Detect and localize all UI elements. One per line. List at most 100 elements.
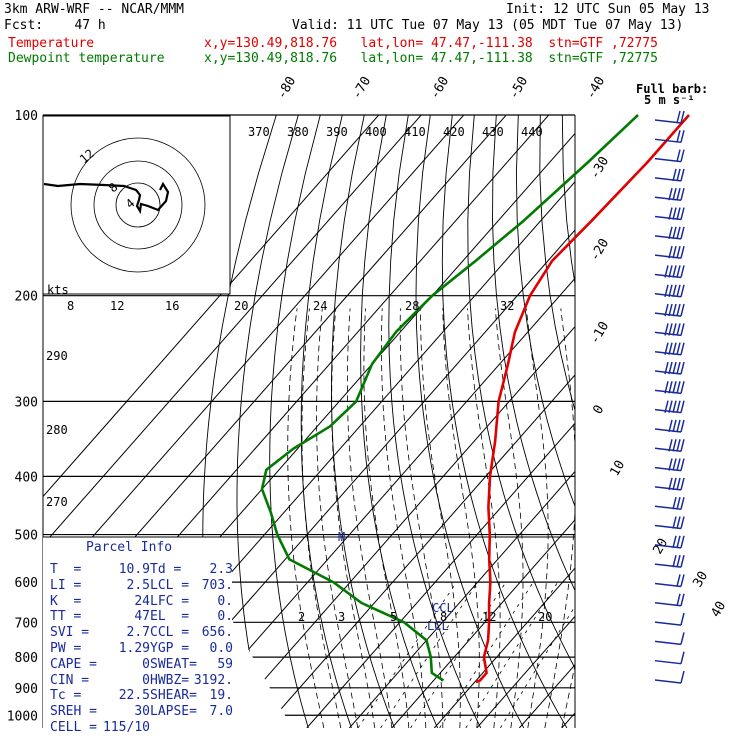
- theta-label: 370: [248, 125, 270, 139]
- wind-barb-flag: [680, 574, 685, 587]
- wind-barb-flag: [672, 207, 677, 220]
- parcel-info-cell: EL =: [150, 609, 190, 625]
- wind-barb-flag: [676, 381, 681, 394]
- wind-barb-flag: [676, 226, 681, 240]
- wind-barb-flag: [672, 477, 677, 491]
- isotherm-label: 40: [708, 599, 729, 620]
- dry-adiabat: [441, 115, 568, 728]
- wind-barb: [654, 574, 685, 588]
- wind-barb: [654, 497, 685, 510]
- wind-barb: [654, 303, 685, 317]
- parcel-info-cell: CCL =: [150, 625, 190, 641]
- parcel-info-cell: K =: [50, 593, 82, 609]
- dry-adiabat: [360, 115, 439, 728]
- isotherm-label: 0: [590, 403, 607, 417]
- wind-barb: [654, 477, 685, 491]
- wind-barb-flag: [676, 400, 681, 413]
- wind-barb-flag: [672, 381, 677, 394]
- wind-barb-flag: [668, 265, 673, 278]
- wind-barb-flag: [672, 400, 677, 413]
- parcel-info-cell: 47: [134, 609, 150, 625]
- wind-barb: [654, 226, 685, 240]
- wind-barb-flag: [676, 168, 681, 182]
- isotherm-line: [43, 115, 422, 546]
- wind-barb-staff: [654, 621, 682, 626]
- ccl-marker: CCL: [432, 601, 454, 615]
- moist-adiabat: [420, 308, 461, 728]
- isotherm-label: -80: [274, 74, 299, 102]
- valid-time: Valid: 11 UTC Tue 07 May 13 (05 MDT Tue …: [292, 18, 684, 33]
- isotherm-label: 10: [607, 458, 628, 479]
- parcel-info-cell: CIN =: [50, 672, 90, 688]
- isotherm-line: [433, 567, 575, 728]
- wind-barb-flag: [680, 303, 685, 317]
- parcel-info-cell: 703.: [201, 577, 233, 593]
- wind-barb-flag: [680, 323, 685, 336]
- parcel-info-cell: 656.: [201, 625, 233, 641]
- mixing-ratio-label: 2: [298, 610, 305, 624]
- wind-barb: [654, 400, 685, 414]
- forecast-hour: Fcst: 47 h: [4, 18, 106, 33]
- wind-barb-flag: [672, 188, 677, 201]
- wind-barb-flag: [672, 342, 677, 355]
- wind-barb-flag: [680, 188, 685, 201]
- wind-barb-flag: [680, 361, 685, 375]
- wind-barb-flag: [672, 554, 677, 568]
- parcel-info-cell: CAPE =: [50, 656, 97, 672]
- theta-label: 380: [287, 125, 309, 139]
- dry-adiabat: [716, 115, 740, 728]
- init-time: Init: 12 UTC Sun 05 May 13: [506, 2, 710, 17]
- wind-barb-flag: [680, 535, 685, 549]
- wind-barb-flag: [664, 400, 669, 413]
- mixing-scale-label: 20: [234, 299, 248, 313]
- wind-barb-flag: [680, 419, 685, 433]
- wind-barb-flag: [672, 226, 677, 240]
- wind-barb: [654, 593, 685, 607]
- parcel-info-cell: 1.29: [118, 641, 150, 656]
- moist-adiabat: [561, 662, 575, 728]
- wind-barb: [654, 516, 685, 530]
- mixing-ratio-line: [500, 605, 575, 728]
- parcel-info-cell: Tc =: [50, 688, 82, 704]
- isotherm-line: [221, 325, 575, 728]
- wind-barb: [654, 419, 685, 433]
- wind-barb: [654, 149, 685, 163]
- isotherm-label: -70: [349, 74, 374, 102]
- wind-barb-flag: [668, 342, 673, 355]
- isotherm-line: [561, 712, 575, 728]
- parcel-info-cell: 24: [134, 593, 150, 609]
- mixing-scale-label: 32: [500, 299, 514, 313]
- wind-barb-flag: [676, 284, 681, 297]
- isotherm-label: -60: [427, 74, 452, 102]
- wind-barb-flag: [676, 497, 681, 510]
- theta-left-label: 270: [46, 495, 68, 509]
- isotherm-line: [263, 374, 575, 728]
- hodograph-ring-middle: [93, 160, 183, 250]
- wind-barb-flag: [676, 593, 681, 606]
- theta-label: 390: [326, 125, 348, 139]
- wind-barb-flag: [668, 381, 673, 394]
- mixing-ratio-line: [380, 581, 479, 728]
- wind-barb-flag: [676, 342, 681, 355]
- wind-barb: [654, 670, 685, 684]
- isotherm-line: [178, 277, 575, 728]
- dry-adiabat: [650, 115, 740, 728]
- wind-barb-flag: [668, 361, 673, 375]
- wind-barb-flag: [680, 226, 685, 240]
- isotherm-label: 20: [650, 536, 671, 557]
- mixing-ratio-line: [410, 581, 507, 728]
- wind-barb-flag: [664, 265, 669, 278]
- parcel-info-cell: LI =: [50, 577, 82, 593]
- mixing-ratio-line: [357, 581, 457, 728]
- pressure-tick-label: 400: [15, 470, 38, 485]
- isotherm-line: [43, 115, 465, 594]
- wind-barb-flag: [664, 284, 669, 297]
- parcel-info-cell: 115/10: [103, 720, 150, 735]
- wind-barb: [654, 632, 685, 646]
- hodograph-ring-inner: [115, 182, 161, 228]
- moist-adiabat: [442, 308, 480, 728]
- theta-label: 430: [482, 125, 504, 139]
- wind-barb-flag: [672, 323, 677, 336]
- wind-barb-flag: [672, 265, 677, 278]
